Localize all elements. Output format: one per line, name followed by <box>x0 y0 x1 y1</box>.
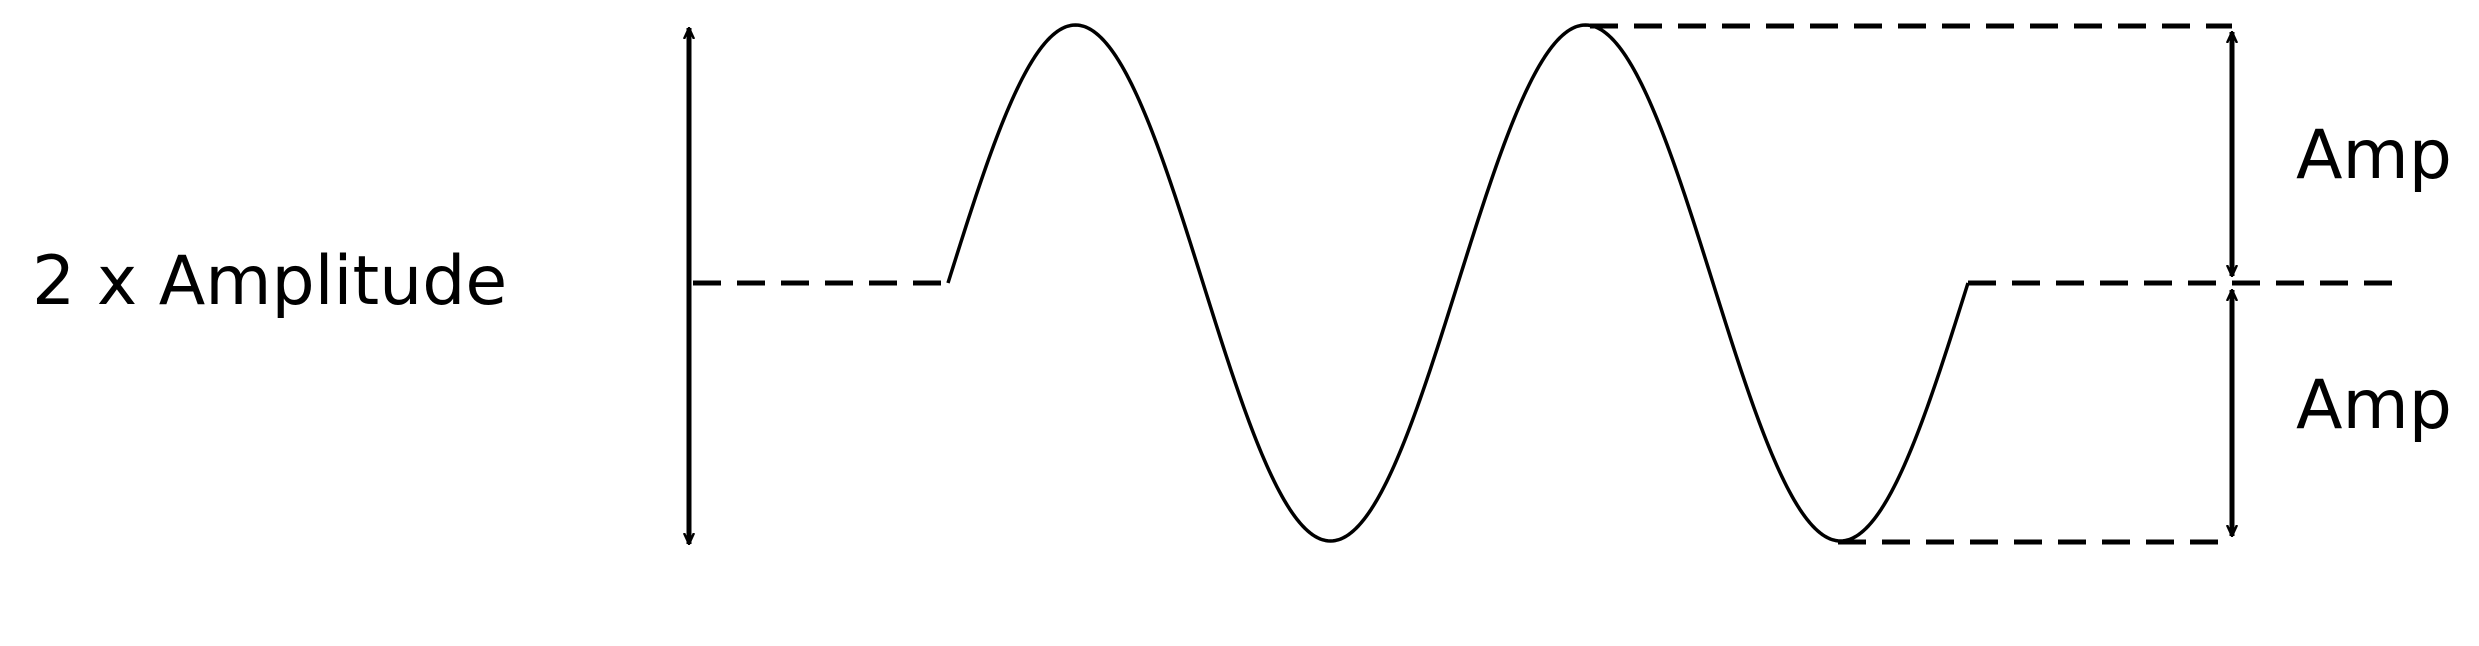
sine-wave <box>946 23 1970 543</box>
double-amplitude-label: 2 x Amplitude <box>32 242 507 321</box>
amplitude-label-bottom: Amp <box>2296 366 2452 445</box>
amplitude-label-top: Amp <box>2296 116 2452 195</box>
